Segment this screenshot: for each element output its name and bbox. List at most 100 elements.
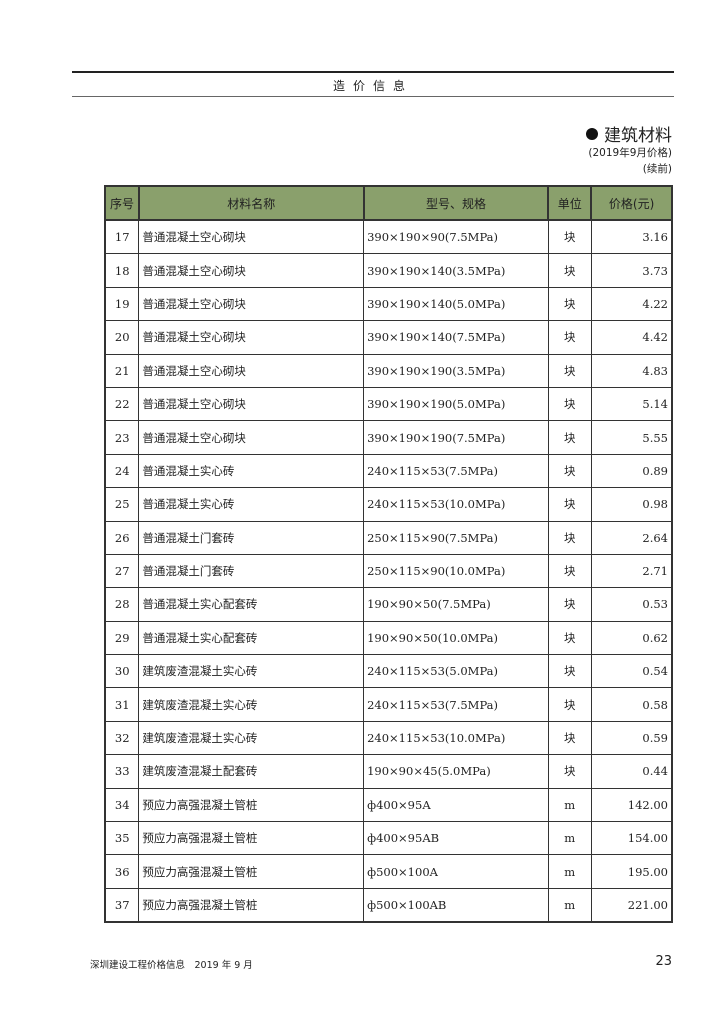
price-cell: 0.58 [590,687,673,722]
material-name-cell: 普通混凝土空心砌块 [138,353,365,388]
specification-cell: 240×115×53(7.5MPa) [363,453,549,489]
table-row: 24 普通混凝土实心砖 240×115×53(7.5MPa) 块 0.89 [104,453,673,489]
price-cell: 195.00 [590,854,673,889]
material-name-cell: 建筑废渣混凝土配套砖 [138,754,365,789]
unit-cell: m [547,821,592,856]
table-row: 28 普通混凝土实心配套砖 190×90×50(7.5MPa) 块 0.53 [104,587,673,622]
row-number-cell: 32 [104,720,140,756]
continued-note: (续前) [642,163,672,175]
footer-publication: 深圳建设工程价格信息 2019 年 9 月 [90,960,253,971]
price-cell: 5.55 [590,420,673,455]
unit-cell: 块 [547,620,592,656]
material-name-cell: 普通混凝土门套砖 [138,520,365,555]
material-name-cell: 预应力高强混凝土管桩 [138,854,365,889]
row-number-cell: 36 [104,854,140,889]
row-number-cell: 23 [104,420,140,455]
specification-cell: 390×190×190(5.0MPa) [363,386,549,422]
price-cell: 4.42 [590,320,673,355]
row-number-cell: 29 [104,620,140,656]
specification-cell: 390×190×140(7.5MPa) [363,320,549,355]
unit-cell: 块 [547,253,592,288]
material-name-cell: 建筑废渣混凝土实心砖 [138,654,365,689]
specification-cell: ф400×95A [363,787,549,823]
material-name-cell: 建筑废渣混凝土实心砖 [138,720,365,756]
specification-cell: 250×115×90(10.0MPa) [363,553,549,589]
row-number-cell: 30 [104,654,140,689]
price-cell: 142.00 [590,787,673,823]
material-name-cell: 普通混凝土空心砌块 [138,320,365,355]
price-cell: 221.00 [590,887,673,923]
row-number-cell: 21 [104,353,140,388]
row-number-cell: 18 [104,253,140,288]
price-cell: 0.89 [590,453,673,489]
table-row: 20 普通混凝土空心砌块 390×190×140(7.5MPa) 块 4.42 [104,320,673,355]
column-header: 序号 [104,185,140,221]
row-number-cell: 37 [104,887,140,923]
row-number-cell: 26 [104,520,140,555]
header-rule [72,96,674,97]
unit-cell: 块 [547,386,592,422]
unit-cell: 块 [547,353,592,388]
price-cell: 0.53 [590,587,673,622]
price-cell: 4.83 [590,353,673,388]
unit-cell: m [547,854,592,889]
unit-cell: 块 [547,754,592,789]
material-name-cell: 普通混凝土空心砌块 [138,219,365,255]
price-cell: 5.14 [590,386,673,422]
specification-cell: 240×115×53(10.0MPa) [363,487,549,522]
material-name-cell: 普通混凝土空心砌块 [138,286,365,322]
specification-cell: 250×115×90(7.5MPa) [363,520,549,555]
specification-cell: 390×190×140(5.0MPa) [363,286,549,322]
material-name-cell: 预应力高强混凝土管桩 [138,787,365,823]
specification-cell: 240×115×53(5.0MPa) [363,654,549,689]
table-row: 31 建筑废渣混凝土实心砖 240×115×53(7.5MPa) 块 0.58 [104,687,673,722]
specification-cell: 240×115×53(7.5MPa) [363,687,549,722]
top-rule [72,71,674,73]
specification-cell: 390×190×190(3.5MPa) [363,353,549,388]
table-row: 35 预应力高强混凝土管桩 ф400×95AB m 154.00 [104,821,673,856]
specification-cell: ф500×100AB [363,887,549,923]
unit-cell: 块 [547,587,592,622]
row-number-cell: 19 [104,286,140,322]
table-row: 23 普通混凝土空心砌块 390×190×190(7.5MPa) 块 5.55 [104,420,673,455]
specification-cell: 190×90×45(5.0MPa) [363,754,549,789]
row-number-cell: 22 [104,386,140,422]
unit-cell: 块 [547,219,592,255]
price-cell: 2.71 [590,553,673,589]
specification-cell: 240×115×53(10.0MPa) [363,720,549,756]
material-name-cell: 普通混凝土实心配套砖 [138,587,365,622]
table-row: 21 普通混凝土空心砌块 390×190×190(3.5MPa) 块 4.83 [104,353,673,388]
material-name-cell: 建筑废渣混凝土实心砖 [138,687,365,722]
material-name-cell: 普通混凝土空心砌块 [138,420,365,455]
table-row: 33 建筑废渣混凝土配套砖 190×90×45(5.0MPa) 块 0.44 [104,754,673,789]
unit-cell: 块 [547,487,592,522]
row-number-cell: 33 [104,754,140,789]
bullet-icon [586,127,598,140]
specification-cell: 190×90×50(7.5MPa) [363,587,549,622]
material-name-cell: 普通混凝土实心配套砖 [138,620,365,656]
table-row: 22 普通混凝土空心砌块 390×190×190(5.0MPa) 块 5.14 [104,386,673,422]
section-subtitle: (2019年9月价格) [588,147,672,159]
column-header: 价格(元) [590,185,673,221]
unit-cell: 块 [547,420,592,455]
material-name-cell: 预应力高强混凝土管桩 [138,887,365,923]
running-header: 造价信息 [332,79,413,93]
unit-cell: m [547,887,592,923]
row-number-cell: 27 [104,553,140,589]
row-number-cell: 34 [104,787,140,823]
unit-cell: 块 [547,687,592,722]
table-row: 27 普通混凝土门套砖 250×115×90(10.0MPa) 块 2.71 [104,553,673,589]
price-cell: 4.22 [590,286,673,322]
table-row: 18 普通混凝土空心砌块 390×190×140(3.5MPa) 块 3.73 [104,253,673,288]
row-number-cell: 25 [104,487,140,522]
unit-cell: 块 [547,553,592,589]
unit-cell: 块 [547,453,592,489]
row-number-cell: 24 [104,453,140,489]
unit-cell: 块 [547,520,592,555]
section-heading: 建筑材料 [586,121,672,146]
material-name-cell: 普通混凝土实心砖 [138,453,365,489]
table-row: 19 普通混凝土空心砌块 390×190×140(5.0MPa) 块 4.22 [104,286,673,322]
unit-cell: 块 [547,720,592,756]
table-row: 37 预应力高强混凝土管桩 ф500×100AB m 221.00 [104,887,673,923]
unit-cell: 块 [547,320,592,355]
